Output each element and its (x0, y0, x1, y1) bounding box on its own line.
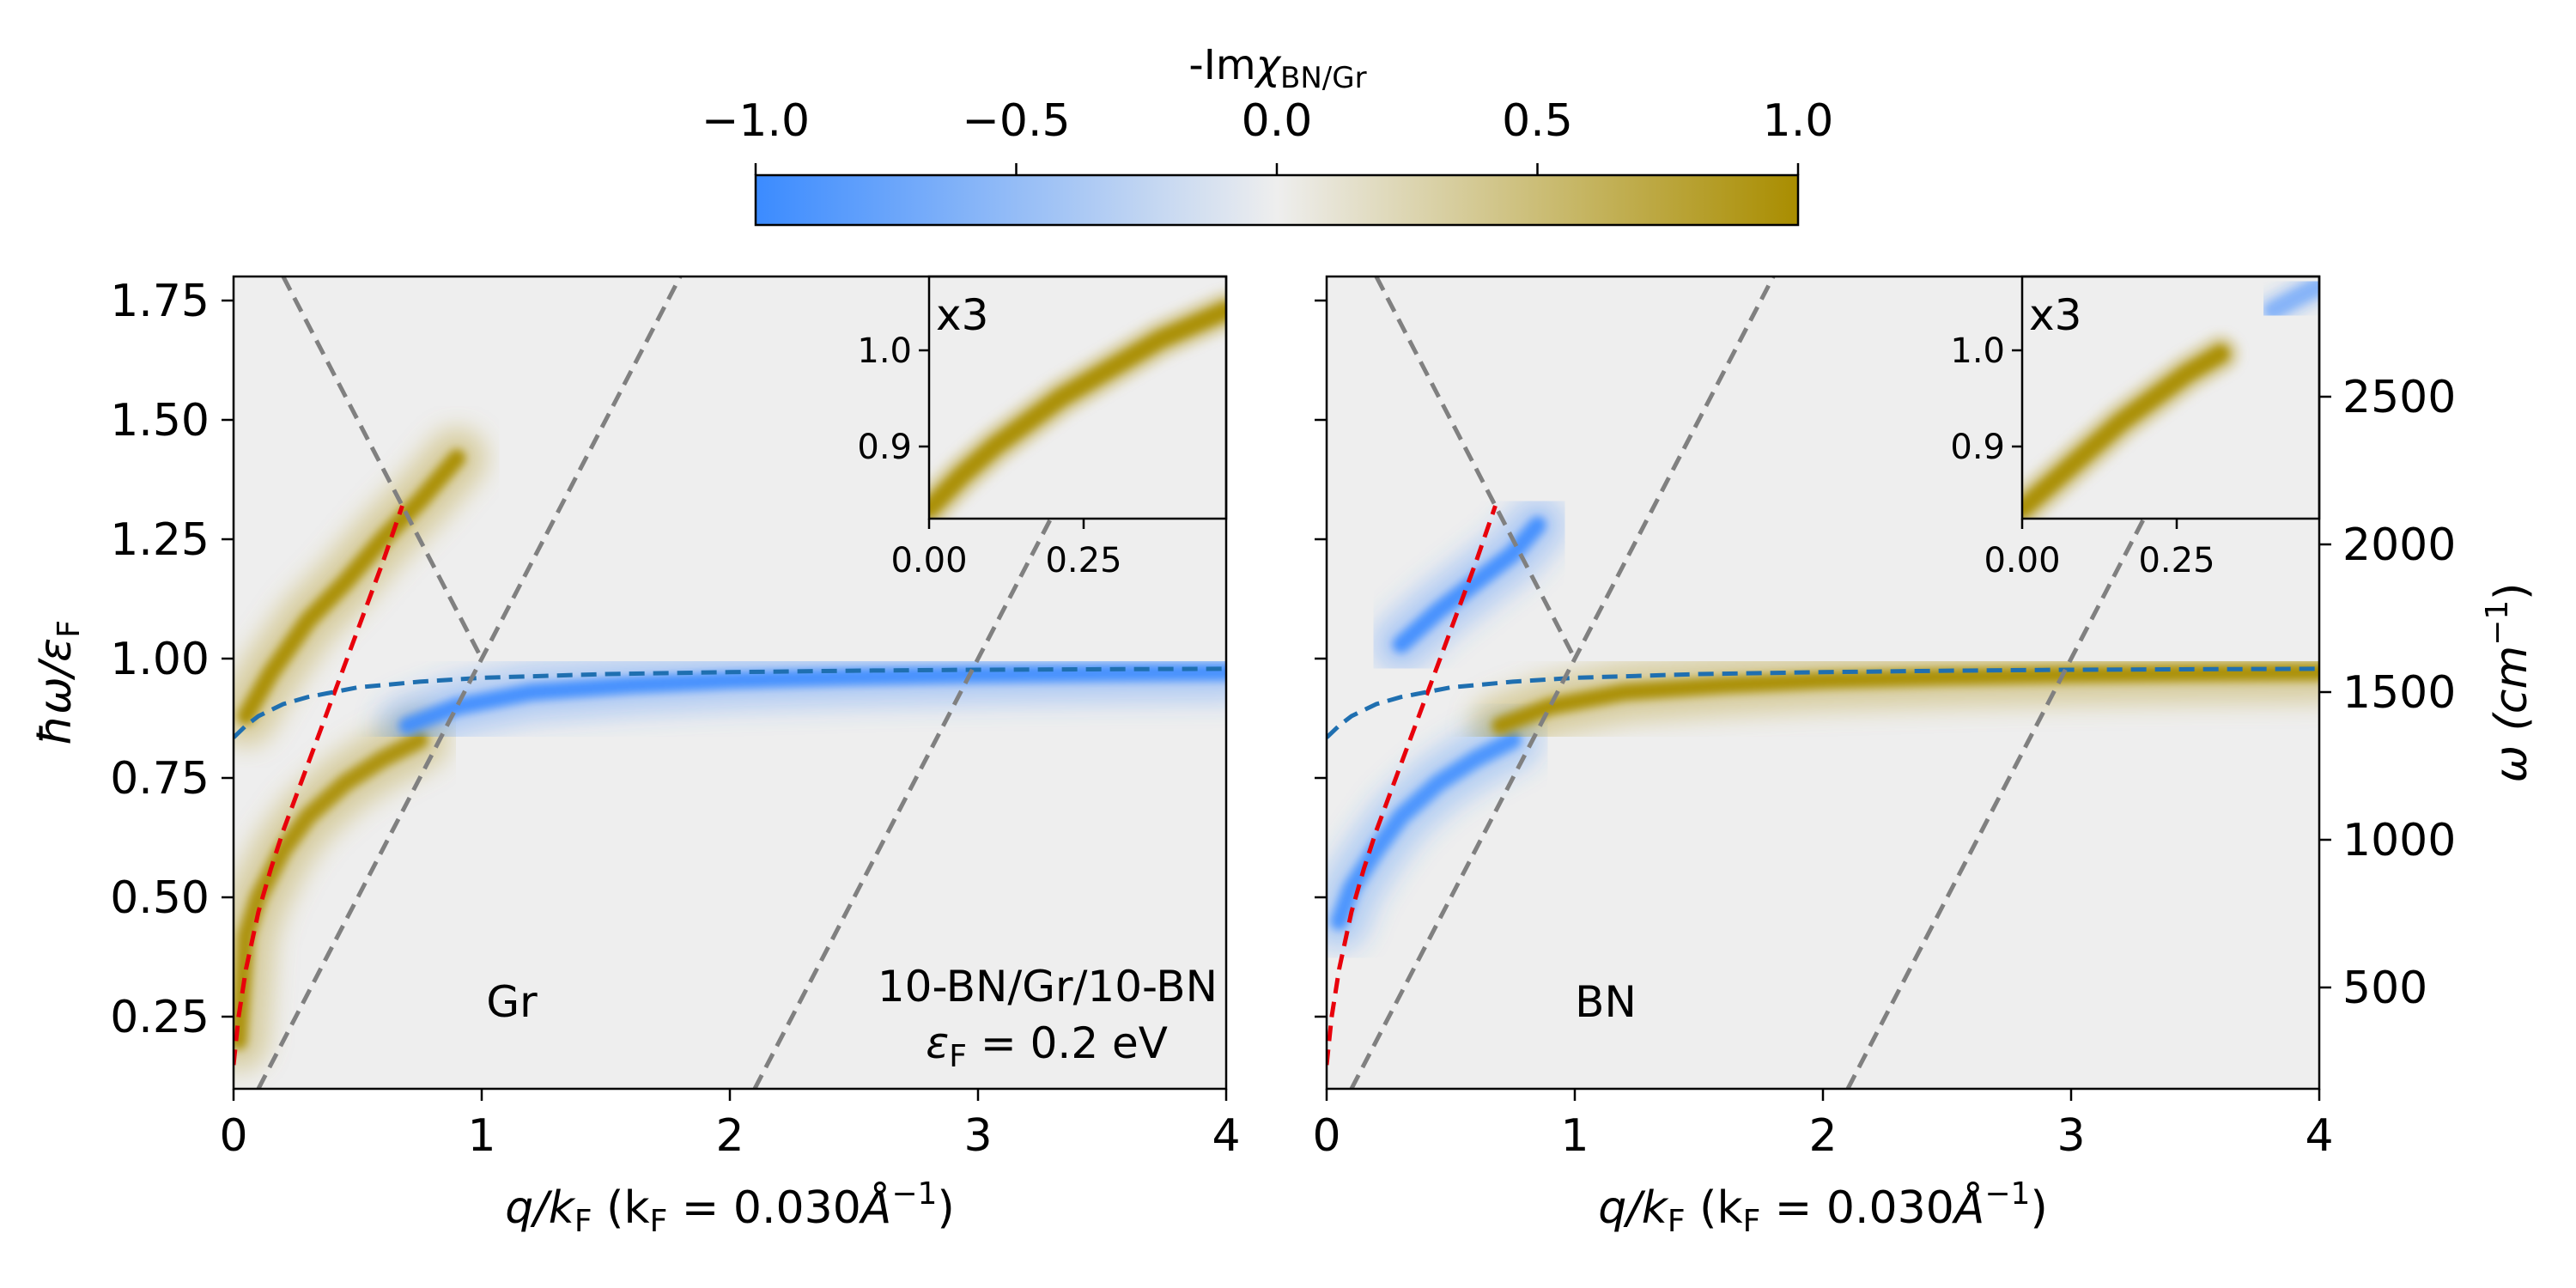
panel-label: Gr (486, 977, 538, 1027)
xtick-label: 4 (2305, 1110, 2333, 1162)
colorbar-tick-label: 1.0 (1763, 95, 1834, 147)
inset-label: x3 (936, 290, 988, 340)
y-axis-ticks-left (1315, 299, 1327, 1018)
dashed-line-blue-dashed (234, 666, 1226, 739)
dashed-line-gray-dashed-3 (1845, 514, 2148, 1089)
dashed-line-gray-dashed-2 (1349, 276, 1776, 1089)
ytick-label: 0.75 (110, 753, 210, 805)
overlay-lines (1327, 276, 2319, 1089)
xtick-label: 4 (1212, 1110, 1240, 1162)
heatmap-band (398, 663, 1226, 735)
colorbar-tick-label: 0.0 (1242, 95, 1313, 147)
inset-ticks: 0.00 0.25 0.9 1.0 (857, 331, 1121, 580)
inset-band (2263, 276, 2319, 320)
x-axis-label: q/kF (kF = 0.030Å−1) (505, 1176, 954, 1239)
system-label: 10-BN/Gr/10-BN (878, 962, 1218, 1012)
xtick-label: 3 (963, 1110, 992, 1162)
xtick-label: 1 (1560, 1110, 1589, 1162)
colorbar: -ImχBN/Gr −1.0 −0.5 0.0 0.5 1.0 (702, 41, 1833, 227)
inset-ytick-label: 1.0 (857, 331, 912, 371)
heatmap-band (234, 731, 428, 1050)
right-ytick-label: 1500 (2342, 667, 2456, 719)
right-ytick-label: 2500 (2342, 372, 2456, 423)
x-axis-label: q/kF (kF = 0.030Å−1) (1598, 1176, 2047, 1239)
heatmap-layer (234, 428, 1226, 1072)
ytick-label: 1.25 (110, 514, 210, 566)
heatmap-band (1392, 516, 1546, 653)
colorbar-ticks: −1.0 −0.5 0.0 0.5 1.0 (702, 95, 1833, 175)
panel-gr: x3 0.00 0.25 0.9 1.0 0 1 2 3 4 (30, 275, 1241, 1239)
inset-ytick-label: 0.9 (1950, 428, 2005, 467)
inset-ytick-label: 1.0 (1950, 331, 2005, 371)
xtick-label: 0 (1312, 1110, 1340, 1162)
inset-band (929, 301, 1226, 519)
ytick-label: 0.25 (110, 992, 210, 1043)
xtick-label: 2 (715, 1110, 744, 1162)
ytick-label: 1.50 (110, 395, 210, 447)
inset-xtick-label: 0.00 (890, 541, 967, 580)
dashed-line-red-dashed (1327, 505, 1498, 1066)
xtick-label: 1 (467, 1110, 495, 1162)
right-y-axis-label: ω (cm−1) (2480, 583, 2537, 783)
y-axis-ticks: 0.25 0.50 0.75 1.00 1.25 1.50 1.75 (110, 276, 234, 1043)
inset-xtick-label: 0.25 (1045, 541, 1121, 580)
x-axis-ticks: 0 1 2 3 4 (1312, 1089, 2334, 1162)
colorbar-tick-label: 0.5 (1502, 95, 1573, 147)
heatmap-band (1492, 663, 2319, 735)
dashed-line-gray-dashed-3 (752, 514, 1054, 1089)
ytick-label: 1.00 (110, 634, 210, 685)
dashed-line-gray-dashed-2 (256, 276, 683, 1089)
colorbar-label: -ImχBN/Gr (1188, 41, 1366, 95)
colorbar-tick-label: −0.5 (962, 95, 1070, 147)
heatmap-layer (1327, 495, 2319, 952)
inset-xtick-label: 0.00 (1984, 541, 2060, 580)
overlay-lines (234, 276, 1226, 1089)
right-ytick-label: 2000 (2342, 519, 2456, 571)
inset-heatmap (929, 291, 1226, 519)
heatmap-band (1330, 731, 1522, 931)
dashed-line-blue-dashed (1327, 666, 2319, 739)
panel-label: BN (1575, 977, 1637, 1027)
inset-heatmap (2022, 276, 2319, 519)
dashed-line-red-dashed (234, 505, 404, 1066)
xtick-label: 3 (2057, 1110, 2085, 1162)
heatmap-band (237, 449, 466, 725)
y-axis-ticks-right: 500 1000 1500 2000 2500 (2319, 372, 2456, 1014)
right-ytick-label: 500 (2342, 963, 2427, 1014)
ytick-label: 0.50 (110, 872, 210, 924)
inset-ytick-label: 0.9 (857, 428, 912, 467)
inset-label: x3 (2029, 290, 2081, 340)
xtick-label: 0 (219, 1110, 247, 1162)
panel-bn: x3 0.00 0.25 0.9 1.0 0 1 2 3 4 (1312, 275, 2537, 1239)
colorbar-gradient (754, 173, 1800, 227)
x-axis-ticks: 0 1 2 3 4 (219, 1089, 1241, 1162)
fermi-energy-label: εF = 0.2 eV (926, 1018, 1168, 1074)
right-ytick-label: 1000 (2342, 815, 2456, 866)
ytick-label: 1.75 (110, 276, 210, 327)
inset-band (2022, 344, 2230, 519)
inset-ticks: 0.00 0.25 0.9 1.0 (1950, 331, 2215, 580)
y-axis-label: ħω/εF (30, 620, 87, 745)
inset-xtick-label: 0.25 (2138, 541, 2215, 580)
colorbar-tick-label: −1.0 (702, 95, 810, 147)
xtick-label: 2 (1808, 1110, 1837, 1162)
